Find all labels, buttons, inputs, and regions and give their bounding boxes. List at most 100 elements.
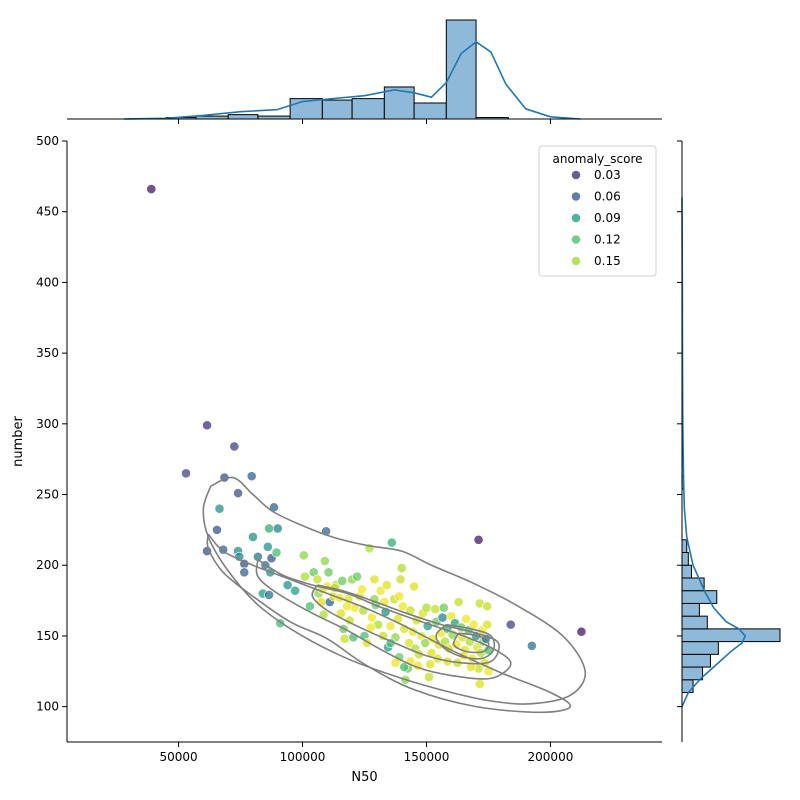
x-tick-label: 50000 [159,750,197,764]
scatter-point [357,584,367,595]
scatter-point [239,567,250,578]
scatter-point [305,601,315,612]
legend-marker [571,256,581,266]
scatter-point [396,563,407,573]
scatter-point [526,640,537,651]
scatter-point [246,471,257,482]
legend-marker [571,213,581,223]
scatter-point [421,602,432,613]
legend: anomaly_score 0.03 0.06 0.09 0.12 0.15 [538,145,657,277]
y-tick-label: 500 [36,134,59,148]
scatter-point [212,524,222,535]
legend-title: anomaly_score [552,152,642,166]
scatter-point [262,541,273,552]
legend-marker [571,191,581,202]
x-hist-bar [413,102,447,120]
scatter-point [466,662,477,672]
scatter-point [461,614,472,624]
scatter-point [473,534,484,545]
legend-marker [571,170,581,180]
scatter-point [482,601,493,612]
scatter-point [430,604,441,614]
legend-label: 0.03 [594,168,621,182]
legend-label: 0.09 [594,211,621,225]
scatter-point [214,503,225,514]
y-hist-bar [681,666,704,681]
scatter-plot-area: 50000 100000 150000 200000 100 150 200 250 300 35… [36,134,662,764]
scatter-point [271,547,282,558]
scatter-point [337,575,348,586]
y-tick-label: 100 [36,700,59,714]
x-tick-label: 200000 [528,750,574,764]
kde-contour [202,476,587,705]
scatter-point [339,633,350,644]
y-tick-label: 400 [36,275,59,289]
scatter-point [424,672,434,682]
y-hist-bar [681,641,719,655]
scatter-point [264,590,274,600]
legend-marker [571,234,581,245]
y-hist-bar [681,602,700,617]
scatter-point [352,571,362,582]
y-kde-curve [681,197,747,707]
y-tick-label: 350 [36,346,59,360]
x-hist-bar [351,98,385,120]
scatter-point [323,567,334,578]
scatter-point [381,580,392,590]
x-tick-label: 100000 [280,750,326,764]
scatter-point [272,523,283,534]
scatter-point [300,571,310,582]
scatter-point [290,585,300,596]
scatter-point [367,612,377,623]
legend-label: 0.06 [594,190,621,204]
scatter-point [404,638,415,648]
scatter-point [395,574,406,585]
legend-box [538,145,657,277]
kde-contour [435,623,496,660]
scatter-point [398,601,408,612]
kde-contour [311,584,500,665]
kde-contour [255,558,512,680]
scatter-point [386,537,397,548]
y-hist-bar [681,552,689,566]
y-tick-label: 450 [36,205,59,219]
scatter-point [394,591,405,602]
x-tick-label: 150000 [404,750,450,764]
kde-contour [206,533,572,714]
x-hist-bar [445,19,477,120]
x-hist-bar [321,99,353,120]
y-tick-label: 250 [36,488,59,502]
y-hist-bar [681,628,781,643]
scatter-point [505,619,516,630]
scatter-point [233,488,243,499]
scatter-point [369,574,380,585]
x-marginal-histogram [67,19,662,124]
scatter-point [474,679,485,689]
scatter-point [438,602,449,613]
scatter-point [181,468,191,479]
scatter-point [264,523,274,534]
y-hist-bar [681,564,692,579]
legend-label: 0.12 [594,233,621,247]
scatter-point [425,659,436,670]
x-axis-label: N50 [351,770,377,785]
scatter-point [202,420,212,431]
scatter-point [437,612,448,623]
y-tick-label: 200 [36,558,59,572]
scatter-point [468,619,479,630]
y-marginal-histogram [677,140,781,742]
scatter-point [229,441,240,452]
y-hist-bar [681,539,688,554]
y-hist-bar [681,590,718,604]
scatter-point [482,619,493,630]
y-hist-bar [681,679,694,694]
scatter-point [312,574,323,585]
scatter-point [319,556,330,566]
kde-contour [452,632,490,654]
scatter-point [409,581,419,592]
scatter-point [146,184,157,194]
scatter-point [282,580,293,590]
scatter-point [248,532,258,542]
y-hist-bar [681,615,708,630]
